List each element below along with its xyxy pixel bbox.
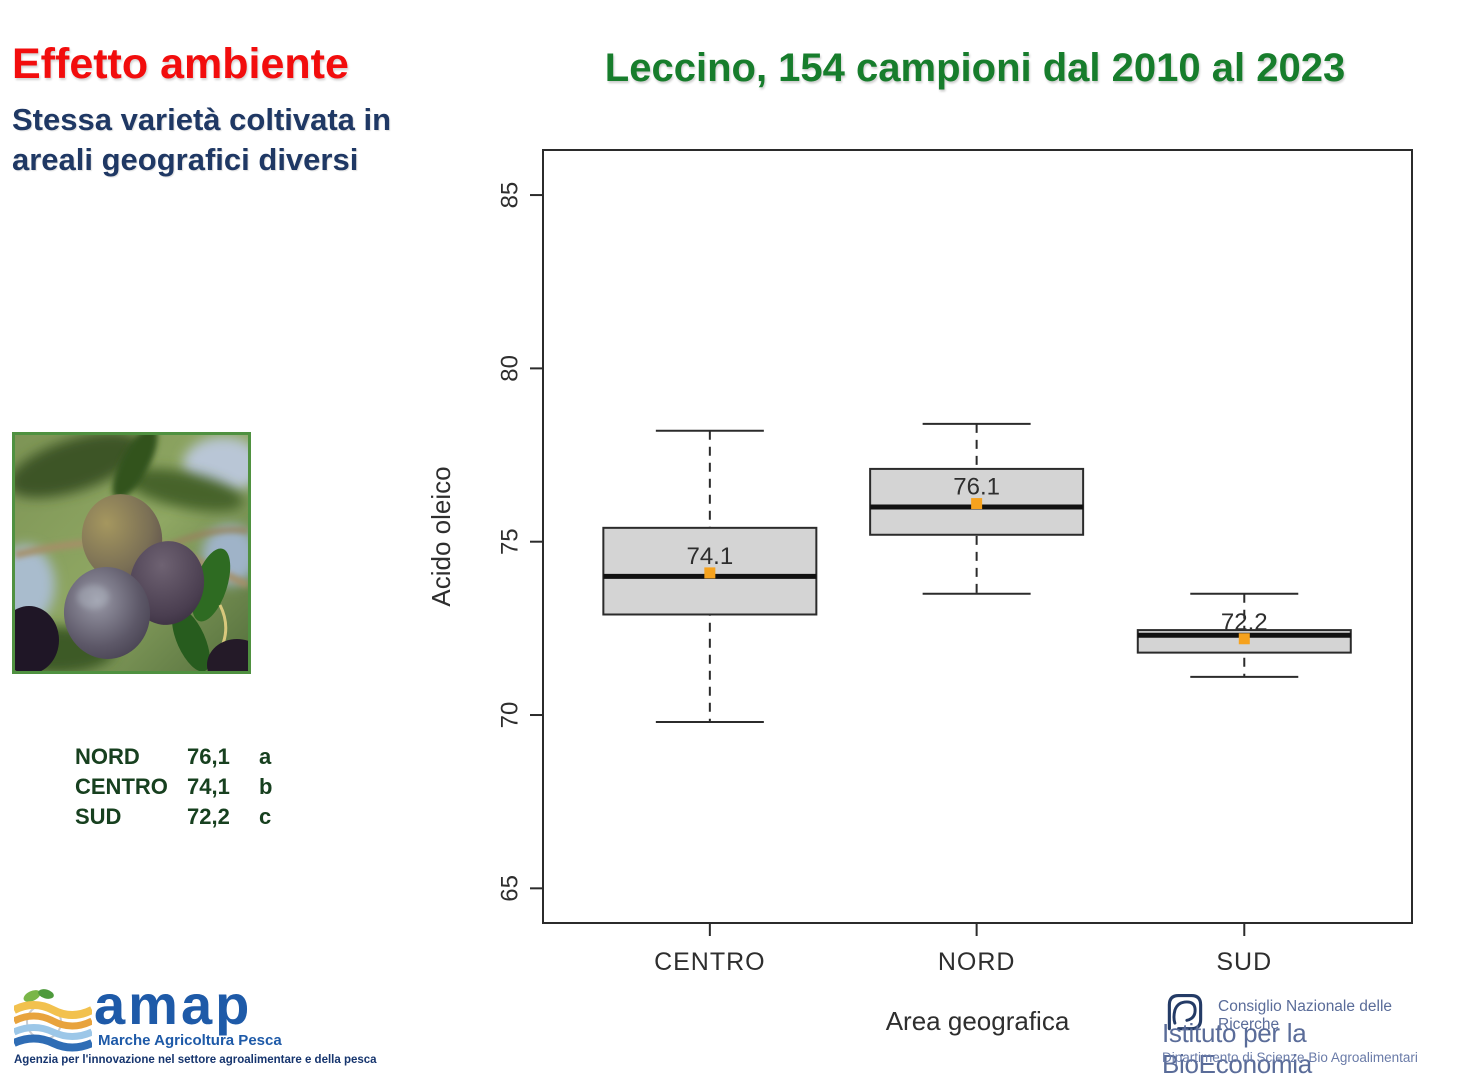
x-tick-label: NORD xyxy=(938,948,1016,976)
box-nord: 76.1 xyxy=(869,422,1085,595)
stats-row: CENTRO 74,1 b xyxy=(75,772,291,802)
amap-mark-icon xyxy=(14,989,92,1052)
boxplot-chart: 65 70 75 80 85 Acido oleico CENTRO NORD SUD Area … xyxy=(420,140,1459,1060)
cnr-logo: Consiglio Nazionale delle Ricerche Istit… xyxy=(1162,990,1456,1079)
y-tick-label: 65 xyxy=(496,875,523,902)
mean-label: 74.1 xyxy=(686,543,733,570)
amap-wordmark: amap xyxy=(94,973,253,1036)
stats-table: NORD 76,1 a CENTRO 74,1 b SUD 72,2 c xyxy=(75,742,291,832)
area-label: CENTRO xyxy=(75,774,168,799)
x-axis-title: Area geografica xyxy=(886,1006,1070,1036)
page-title: Effetto ambiente xyxy=(12,40,349,88)
cnr-line2: Istituto per la BioEconomia xyxy=(1162,1018,1312,1079)
chart-heading: Leccino, 154 campioni dal 2010 al 2023 xyxy=(604,46,1346,90)
area-label: NORD xyxy=(75,744,140,769)
mean-label: 76.1 xyxy=(953,474,1000,501)
stats-row: SUD 72,2 c xyxy=(75,802,291,832)
x-tick-label: CENTRO xyxy=(654,948,766,976)
y-axis-title: Acido oleico xyxy=(426,466,456,606)
mean-marker xyxy=(1238,633,1250,645)
stats-row: NORD 76,1 a xyxy=(75,742,291,772)
area-value: 72,2 xyxy=(187,804,230,829)
cnr-line1: Consiglio Nazionale delle Ricerche xyxy=(1218,998,1393,1033)
y-tick-label: 80 xyxy=(496,355,523,382)
area-value: 74,1 xyxy=(187,774,230,799)
page-subtitle-line1: Stessa varietà coltivata in xyxy=(12,102,392,137)
y-tick-label: 85 xyxy=(496,182,523,209)
sig-letter: b xyxy=(259,774,273,799)
box-centro: 74.1 xyxy=(602,429,818,723)
olive-photo-image xyxy=(15,435,248,671)
amap-subtext: Agenzia per l'innovazione nel settore ag… xyxy=(14,1054,377,1066)
mean-label: 72.2 xyxy=(1221,609,1268,636)
y-tick-label: 70 xyxy=(496,702,523,729)
area-label: SUD xyxy=(75,804,122,829)
amap-tagline: Marche Agricoltura Pesca xyxy=(98,1032,282,1049)
amap-logo: amap Marche Agricoltura Pesca Agenzia pe… xyxy=(14,973,377,1078)
sig-letter: c xyxy=(259,804,272,829)
x-tick-label: SUD xyxy=(1216,948,1272,976)
page-subtitle-line2: areali geografici diversi xyxy=(12,142,359,177)
cnr-mark-icon xyxy=(1167,993,1203,1031)
page-subtitle: Stessa varietà coltivata in areali geogr… xyxy=(12,100,391,180)
y-tick-label: 75 xyxy=(496,528,523,555)
cnr-line3: Dipartimento di Scienze Bio Agroalimenta… xyxy=(1162,1050,1418,1065)
area-value: 76,1 xyxy=(187,744,230,769)
mean-marker xyxy=(704,567,716,579)
olive-photo xyxy=(12,432,251,674)
mean-marker xyxy=(971,498,983,510)
box-sud: 72.2 xyxy=(1136,592,1352,678)
sig-letter: a xyxy=(259,744,272,769)
